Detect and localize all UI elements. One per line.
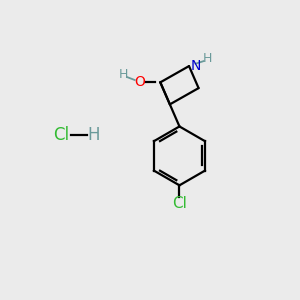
- Text: N: N: [190, 59, 201, 73]
- Text: O: O: [134, 75, 145, 89]
- Text: H: H: [202, 52, 212, 65]
- Text: H: H: [88, 126, 100, 144]
- Text: H: H: [119, 68, 128, 81]
- Text: Cl: Cl: [54, 126, 70, 144]
- Text: Cl: Cl: [172, 196, 187, 211]
